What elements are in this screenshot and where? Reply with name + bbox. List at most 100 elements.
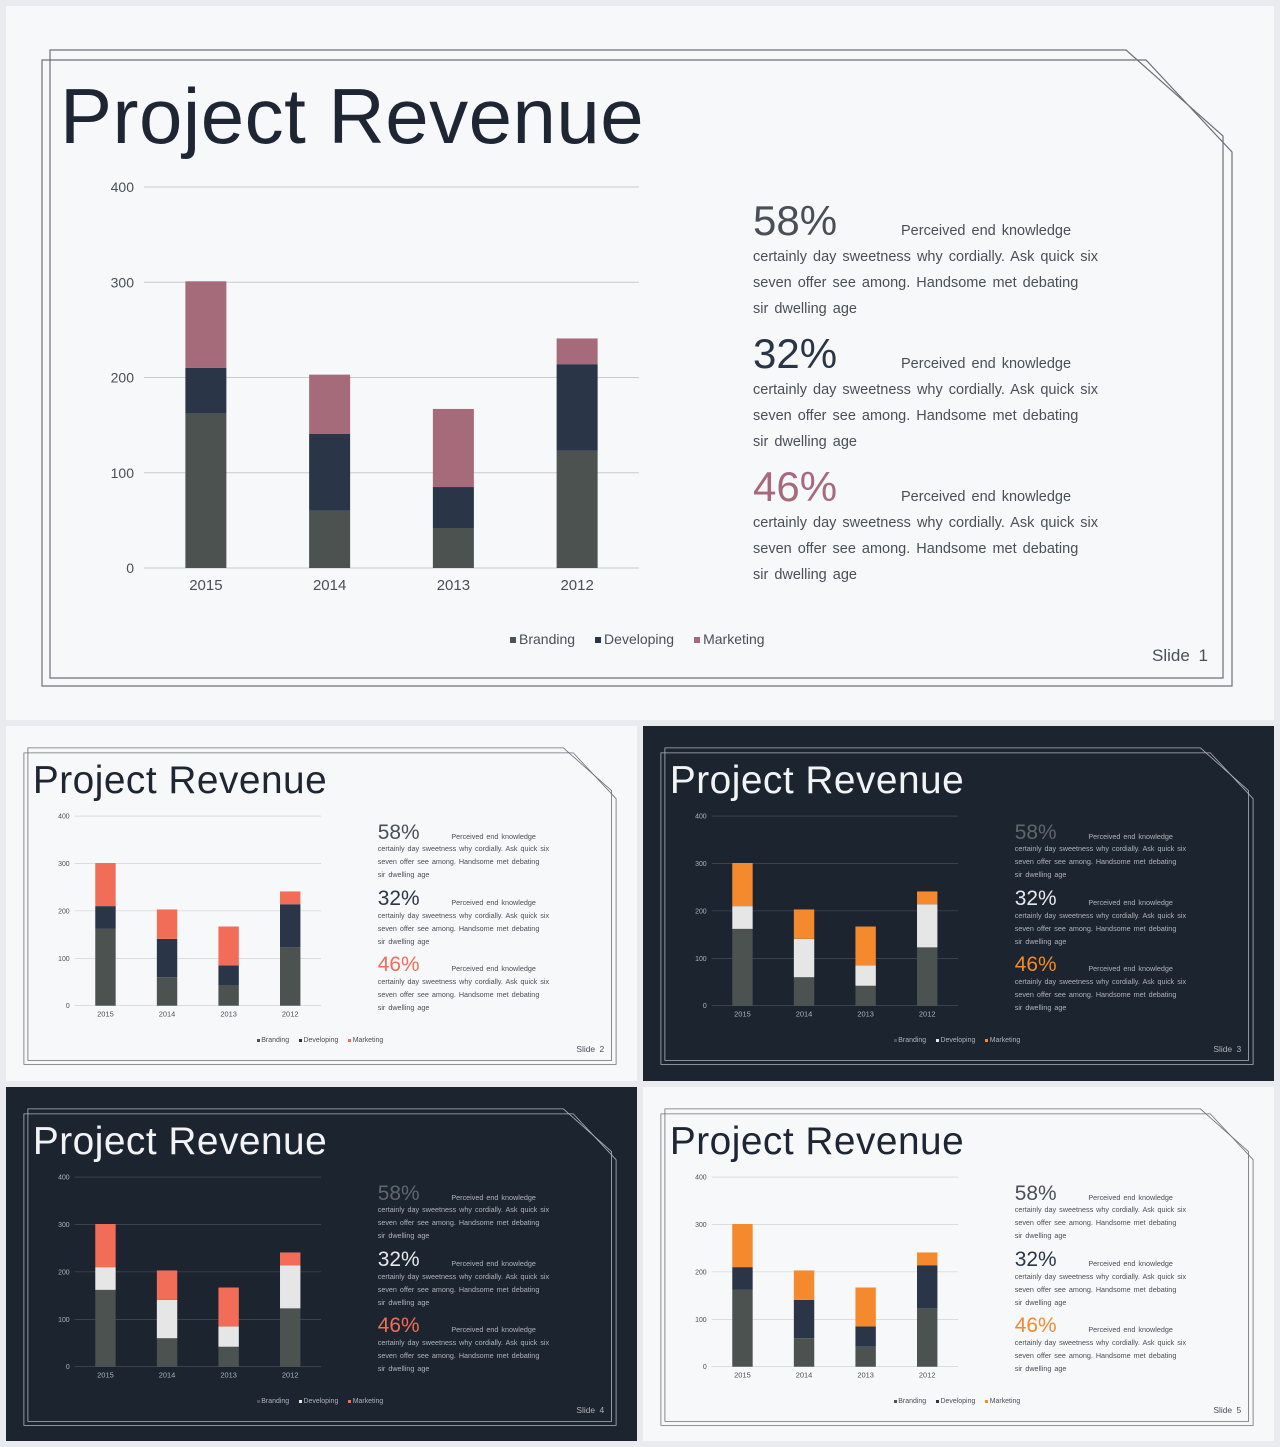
x-tick-label: 2013 bbox=[857, 1010, 874, 1019]
bar-marketing-2013[interactable] bbox=[855, 926, 876, 966]
y-tick-label: 300 bbox=[58, 1222, 70, 1229]
bar-branding-2013[interactable] bbox=[432, 527, 474, 568]
stat-description: certainly day sweetness why cordially. A… bbox=[377, 976, 550, 1012]
legend-label: Branding bbox=[261, 1398, 290, 1406]
legend-item-branding[interactable]: Branding bbox=[256, 1037, 290, 1045]
chart-legend: Branding Developing Marketing bbox=[256, 1398, 393, 1406]
bar-marketing-2012[interactable] bbox=[556, 338, 598, 365]
legend-item-branding[interactable]: Branding bbox=[510, 631, 575, 647]
bar-marketing-2015[interactable] bbox=[95, 862, 116, 907]
bar-branding-2012[interactable] bbox=[917, 1308, 938, 1367]
bar-marketing-2015[interactable] bbox=[732, 862, 753, 907]
bar-developing-2014[interactable] bbox=[309, 433, 351, 511]
y-tick-label: 400 bbox=[58, 1175, 70, 1182]
bar-marketing-2014[interactable] bbox=[156, 1270, 178, 1300]
bar-branding-2014[interactable] bbox=[156, 977, 178, 1006]
legend-item-marketing[interactable]: Marketing bbox=[985, 1037, 1020, 1044]
slide-4[interactable]: Project Revenue 0 100 200 300 400 2015 2014 2013… bbox=[6, 1087, 637, 1441]
bar-branding-2014[interactable] bbox=[793, 1338, 815, 1367]
bar-developing-2015[interactable] bbox=[732, 1267, 753, 1290]
y-tick-label: 400 bbox=[695, 1175, 707, 1182]
legend-item-branding[interactable]: Branding bbox=[893, 1037, 926, 1044]
revenue-chart: 0 100 200 300 400 2015 2014 2013 2012 bbox=[58, 814, 322, 1019]
stat-percentage: 32% bbox=[1014, 1247, 1057, 1271]
bar-developing-2015[interactable] bbox=[732, 906, 753, 929]
bar-marketing-2014[interactable] bbox=[309, 374, 351, 434]
bar-branding-2013[interactable] bbox=[855, 985, 876, 1006]
bar-developing-2013[interactable] bbox=[218, 1326, 239, 1347]
slide-3[interactable]: Project Revenue 0 100 200 300 400 2015 2014 2013… bbox=[643, 726, 1274, 1081]
bar-marketing-2015[interactable] bbox=[185, 281, 227, 368]
bar-branding-2012[interactable] bbox=[280, 1308, 301, 1367]
bar-developing-2012[interactable] bbox=[556, 364, 598, 451]
legend-item-marketing[interactable]: Marketing bbox=[985, 1398, 1020, 1405]
legend-item-marketing[interactable]: Marketing bbox=[348, 1398, 383, 1405]
bar-marketing-2012[interactable] bbox=[917, 1252, 938, 1266]
legend-item-marketing[interactable]: Marketing bbox=[348, 1037, 383, 1044]
bar-developing-2014[interactable] bbox=[793, 938, 815, 978]
revenue-chart: 0 100 200 300 400 2015 2014 2013 2012 bbox=[695, 814, 959, 1019]
legend-item-developing[interactable]: Developing bbox=[936, 1037, 975, 1044]
bar-developing-2015[interactable] bbox=[185, 367, 227, 414]
stat-percentage: 46% bbox=[1014, 1313, 1057, 1337]
legend-label: Developing bbox=[303, 1398, 339, 1406]
bar-marketing-2015[interactable] bbox=[95, 1223, 116, 1268]
bar-marketing-2014[interactable] bbox=[793, 1270, 815, 1300]
legend-item-branding[interactable]: Branding bbox=[893, 1398, 926, 1405]
frame-border-1 bbox=[664, 1108, 1249, 1422]
bar-marketing-2014[interactable] bbox=[793, 909, 815, 939]
bar-developing-2012[interactable] bbox=[280, 1265, 301, 1309]
bar-marketing-2015[interactable] bbox=[732, 1223, 753, 1268]
legend-item-developing[interactable]: Developing bbox=[299, 1037, 338, 1044]
y-tick-label: 0 bbox=[703, 1364, 707, 1371]
bar-branding-2014[interactable] bbox=[793, 977, 815, 1006]
legend-item-developing[interactable]: Developing bbox=[595, 631, 674, 647]
legend-label: Branding bbox=[261, 1037, 290, 1045]
y-tick-label: 100 bbox=[695, 1317, 707, 1324]
bar-branding-2014[interactable] bbox=[156, 1338, 178, 1367]
legend-item-branding[interactable]: Branding bbox=[256, 1398, 290, 1406]
legend-item-developing[interactable]: Developing bbox=[299, 1398, 338, 1405]
legend-item-marketing[interactable]: Marketing bbox=[694, 631, 765, 647]
bar-developing-2015[interactable] bbox=[95, 1267, 116, 1290]
bar-developing-2013[interactable] bbox=[432, 487, 474, 528]
bar-marketing-2012[interactable] bbox=[917, 891, 938, 905]
bar-branding-2012[interactable] bbox=[280, 947, 301, 1006]
bar-marketing-2013[interactable] bbox=[432, 408, 474, 488]
bar-developing-2013[interactable] bbox=[855, 1326, 876, 1347]
legend-item-developing[interactable]: Developing bbox=[936, 1398, 975, 1405]
bar-developing-2012[interactable] bbox=[280, 904, 301, 948]
bar-marketing-2014[interactable] bbox=[156, 909, 178, 939]
bar-branding-2015[interactable] bbox=[185, 413, 227, 568]
slide-5[interactable]: Project Revenue 0 100 200 300 400 2015 2014 2013… bbox=[643, 1087, 1274, 1441]
bar-marketing-2013[interactable] bbox=[855, 1287, 876, 1327]
bar-developing-2014[interactable] bbox=[156, 938, 178, 978]
bar-branding-2012[interactable] bbox=[917, 947, 938, 1006]
bar-marketing-2013[interactable] bbox=[218, 926, 239, 966]
legend-label: Marketing bbox=[989, 1037, 1021, 1045]
bar-developing-2013[interactable] bbox=[218, 965, 239, 986]
bar-marketing-2012[interactable] bbox=[280, 1252, 301, 1266]
bar-branding-2012[interactable] bbox=[556, 450, 598, 568]
slide-frame bbox=[23, 1108, 617, 1426]
bar-branding-2014[interactable] bbox=[309, 510, 351, 568]
bar-developing-2012[interactable] bbox=[917, 904, 938, 948]
bar-branding-2013[interactable] bbox=[218, 1346, 239, 1367]
slide-2[interactable]: Project Revenue 0 100 200 300 400 2015 2014 2013… bbox=[6, 726, 637, 1081]
bar-branding-2015[interactable] bbox=[95, 928, 116, 1006]
bar-developing-2014[interactable] bbox=[156, 1299, 178, 1339]
bar-marketing-2013[interactable] bbox=[218, 1287, 239, 1327]
x-tick-label: 2012 bbox=[560, 577, 593, 594]
chart-legend: Branding Developing Marketing bbox=[893, 1037, 1030, 1044]
bar-developing-2012[interactable] bbox=[917, 1265, 938, 1309]
bar-branding-2013[interactable] bbox=[855, 1346, 876, 1367]
bar-branding-2013[interactable] bbox=[218, 985, 239, 1006]
bar-developing-2014[interactable] bbox=[793, 1299, 815, 1339]
bar-branding-2015[interactable] bbox=[732, 928, 753, 1006]
slide-1[interactable]: Project Revenue 0 100 200 300 400 2015 2014 2013… bbox=[6, 6, 1274, 720]
bar-branding-2015[interactable] bbox=[732, 1289, 753, 1367]
bar-developing-2015[interactable] bbox=[95, 906, 116, 929]
bar-developing-2013[interactable] bbox=[855, 965, 876, 986]
bar-branding-2015[interactable] bbox=[95, 1289, 116, 1367]
bar-marketing-2012[interactable] bbox=[280, 891, 301, 905]
